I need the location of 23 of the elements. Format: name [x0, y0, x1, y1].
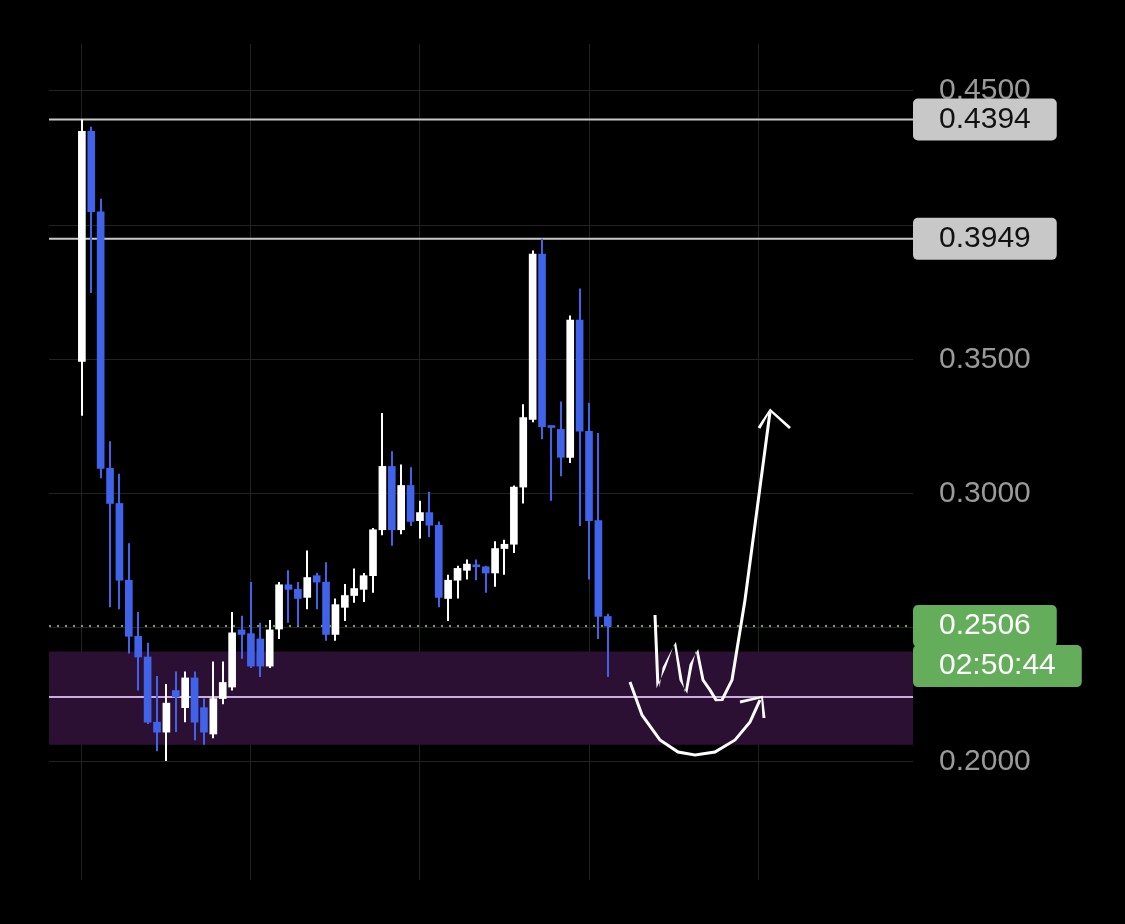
candlestick	[294, 581, 302, 627]
candlestick	[547, 424, 556, 502]
candlestick	[171, 670, 180, 734]
candlestick	[303, 549, 312, 611]
y-tick-label: 0.3500	[939, 340, 1031, 374]
candlestick	[444, 573, 452, 623]
candlestick	[153, 675, 161, 753]
candlestick	[481, 564, 490, 594]
candlestick	[603, 612, 612, 679]
candlestick	[312, 571, 321, 611]
y-tick-label: 0.3000	[939, 474, 1031, 508]
candlestick	[463, 558, 471, 581]
ref-line-label: 0.3949	[939, 220, 1031, 254]
candlestick	[425, 490, 434, 539]
candlestick	[472, 558, 481, 582]
candlestick	[359, 571, 368, 603]
candlestick	[453, 564, 462, 600]
candlestick	[500, 538, 509, 576]
candlestick	[416, 499, 424, 540]
text: 02:50:44	[939, 647, 1056, 681]
ref-line-label: 0.2506	[939, 607, 1031, 641]
y-tick-label: 0.2000	[939, 743, 1031, 777]
candlestick	[284, 569, 293, 624]
